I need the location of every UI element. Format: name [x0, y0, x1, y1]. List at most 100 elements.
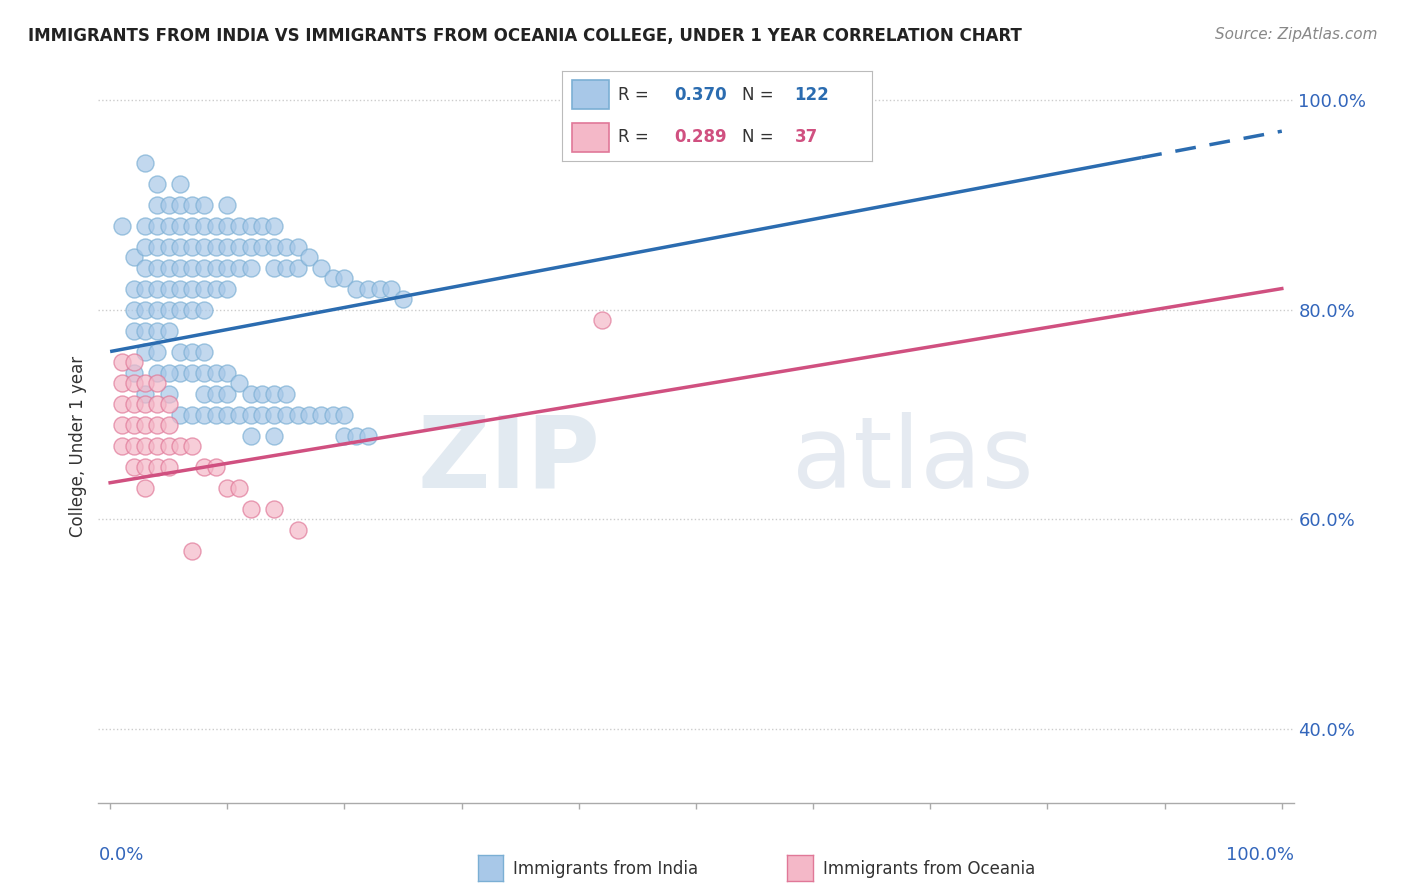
Point [146, 239, 169, 253]
Text: 37: 37 [794, 128, 818, 146]
Text: Immigrants from India: Immigrants from India [513, 860, 699, 878]
Point [217, 386, 239, 401]
Point [263, 428, 285, 442]
Point [134, 239, 156, 253]
Point [111, 397, 134, 411]
Point [228, 376, 250, 390]
Point [368, 282, 391, 296]
Point [217, 366, 239, 380]
Point [193, 282, 215, 296]
Point [287, 239, 309, 253]
Point [134, 302, 156, 317]
Point [169, 344, 191, 359]
Point [217, 197, 239, 211]
Point [287, 408, 309, 422]
Point [274, 386, 297, 401]
Point [193, 460, 215, 475]
Point [134, 260, 156, 275]
Point [263, 219, 285, 233]
Point [134, 397, 156, 411]
Point [181, 197, 204, 211]
Point [169, 366, 191, 380]
Point [274, 260, 297, 275]
Point [204, 460, 226, 475]
Point [298, 408, 321, 422]
Point [263, 260, 285, 275]
Point [204, 219, 226, 233]
Point [146, 439, 169, 453]
Point [122, 460, 145, 475]
Text: IMMIGRANTS FROM INDIA VS IMMIGRANTS FROM OCEANIA COLLEGE, UNDER 1 YEAR CORRELATI: IMMIGRANTS FROM INDIA VS IMMIGRANTS FROM… [28, 27, 1022, 45]
Point [181, 344, 204, 359]
Text: Source: ZipAtlas.com: Source: ZipAtlas.com [1215, 27, 1378, 42]
Text: R =: R = [619, 128, 654, 146]
Point [252, 386, 274, 401]
Point [204, 408, 226, 422]
Point [298, 250, 321, 264]
Point [157, 219, 180, 233]
Point [204, 282, 226, 296]
Point [146, 366, 169, 380]
Point [146, 260, 169, 275]
Point [309, 260, 332, 275]
Point [344, 428, 367, 442]
Point [169, 282, 191, 296]
Point [193, 366, 215, 380]
Point [252, 219, 274, 233]
Point [217, 282, 239, 296]
Point [263, 502, 285, 516]
Point [157, 439, 180, 453]
Point [169, 197, 191, 211]
Point [157, 460, 180, 475]
Point [122, 282, 145, 296]
Point [122, 417, 145, 432]
Point [146, 376, 169, 390]
FancyBboxPatch shape [572, 123, 609, 152]
Point [217, 219, 239, 233]
Point [287, 260, 309, 275]
Point [146, 302, 169, 317]
Point [357, 282, 380, 296]
Point [169, 302, 191, 317]
Point [239, 239, 262, 253]
Point [146, 460, 169, 475]
Point [204, 260, 226, 275]
Point [157, 417, 180, 432]
Point [146, 219, 169, 233]
Text: N =: N = [742, 86, 773, 103]
Point [252, 408, 274, 422]
Text: N =: N = [742, 128, 773, 146]
Point [357, 428, 380, 442]
Point [134, 282, 156, 296]
Point [181, 239, 204, 253]
Point [157, 260, 180, 275]
Point [181, 408, 204, 422]
Point [322, 271, 344, 285]
Point [217, 260, 239, 275]
Point [228, 239, 250, 253]
Point [146, 282, 169, 296]
Point [157, 197, 180, 211]
Point [193, 260, 215, 275]
Point [274, 239, 297, 253]
Point [204, 366, 226, 380]
Point [239, 502, 262, 516]
Point [239, 408, 262, 422]
Point [392, 292, 415, 306]
Text: 0.0%: 0.0% [98, 846, 143, 863]
Point [239, 428, 262, 442]
Point [146, 397, 169, 411]
Point [169, 177, 191, 191]
Point [217, 408, 239, 422]
Point [263, 386, 285, 401]
Point [157, 397, 180, 411]
Text: 100.0%: 100.0% [1226, 846, 1294, 863]
Point [193, 386, 215, 401]
Point [157, 302, 180, 317]
Point [263, 239, 285, 253]
FancyBboxPatch shape [572, 80, 609, 109]
Point [157, 386, 180, 401]
Point [134, 481, 156, 495]
Point [309, 408, 332, 422]
Point [333, 271, 356, 285]
